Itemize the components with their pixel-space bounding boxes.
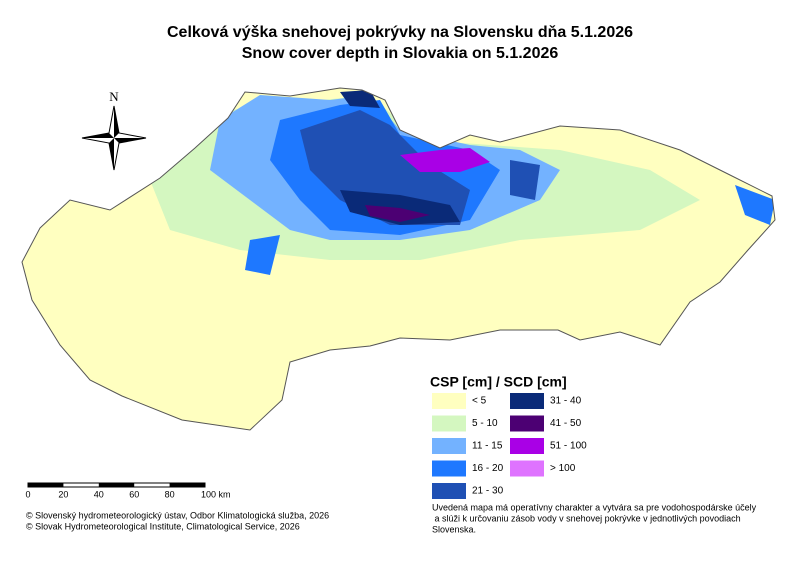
scale-segment [98,483,135,487]
legend-swatch [510,460,544,477]
legend-label: 5 - 10 [472,418,498,429]
scale-segment [169,483,205,487]
legend-swatch [432,393,466,409]
note: Slovenska. [432,524,476,534]
scale-label: 20 [58,489,68,499]
scale-label: 0 [25,489,30,499]
legend-swatch [510,393,544,409]
legend-title: CSP [cm] / SCD [cm] [430,374,567,390]
note: Uvedená mapa má operatívny charakter a v… [432,502,757,512]
legend-label: 21 - 30 [472,486,504,497]
snow-map [22,88,775,430]
legend-swatch [510,415,544,432]
legend-label: 41 - 50 [550,418,582,429]
note: a slúži k určovaniu zásob vody v snehove… [432,513,741,523]
scale-label: 100 km [201,489,231,499]
north-label: N [109,89,119,104]
legend-swatch [432,438,466,454]
scale-segment [28,483,64,487]
legend-label: 31 - 40 [550,396,582,407]
scale-bar: 0 20 40 60 80 100 km [25,482,231,499]
legend-swatch [432,460,466,477]
legend-label: 51 - 100 [550,441,587,452]
credit: © Slovenský hydrometeorologický ústav, O… [26,510,329,520]
scale-label: 40 [94,489,104,499]
legend-swatch [432,415,466,432]
legend: < 5 5 - 10 11 - 15 16 - 20 21 - 30 31 - 40 41 … [432,393,587,499]
credit: © Slovak Hydrometeorological Institute, … [26,521,300,531]
legend-label: < 5 [472,396,487,407]
legend-label: > 100 [550,463,576,474]
legend-label: 16 - 20 [472,463,504,474]
title-sk: Celková výška snehovej pokrývky na Slove… [167,24,633,41]
legend-label: 11 - 15 [472,441,503,452]
north-arrow: N [81,89,147,171]
scale-label: 80 [165,489,175,499]
legend-swatch [432,483,466,499]
scale-label: 60 [129,489,139,499]
title-en: Snow cover depth in Slovakia on 5.1.2026 [242,45,559,62]
legend-swatch [510,438,544,454]
